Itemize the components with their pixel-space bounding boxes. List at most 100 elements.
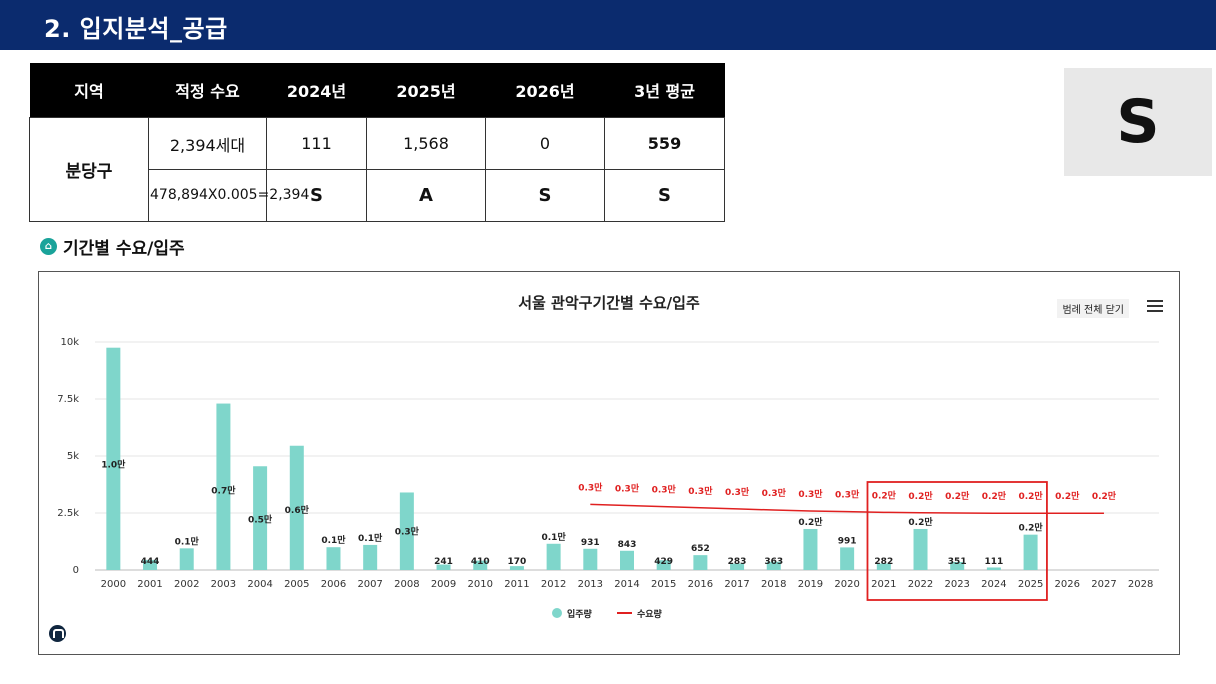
bar — [840, 547, 855, 570]
legend-supply-marker — [552, 608, 562, 618]
x-tick-label: 2018 — [761, 579, 786, 590]
bar — [546, 543, 561, 570]
x-tick-label: 2010 — [468, 579, 493, 590]
line-data-label: 0.3만 — [835, 489, 860, 501]
bar-data-label: 363 — [764, 557, 783, 567]
header-cell-2024: 2024년 — [266, 63, 367, 118]
line-data-label: 0.3만 — [688, 485, 713, 497]
line-data-label: 0.2만 — [908, 490, 933, 502]
x-tick-label: 2003 — [211, 579, 236, 590]
bar-data-label: 991 — [838, 536, 857, 546]
x-tick-label: 2021 — [871, 579, 896, 590]
x-tick-label: 2026 — [1055, 579, 1080, 590]
x-tick-label: 2016 — [688, 579, 713, 590]
x-tick-label: 2027 — [1091, 579, 1116, 590]
demand-cell: 2,394세대 — [148, 117, 267, 170]
x-tick-label: 2011 — [504, 579, 529, 590]
line-data-label: 0.2만 — [872, 489, 897, 501]
bar — [950, 561, 965, 570]
x-tick-label: 2009 — [431, 579, 456, 590]
bar — [913, 528, 928, 570]
section-title-text: 기간별 수요/입주 — [63, 239, 185, 259]
bar-data-label: 0.2만 — [798, 516, 823, 528]
line-data-label: 0.3만 — [725, 486, 750, 498]
bar — [803, 528, 818, 570]
y-tick-label: 7.5k — [57, 394, 79, 405]
logo-icon — [49, 625, 66, 642]
x-tick-label: 2005 — [284, 579, 309, 590]
overall-grade-badge: S — [1064, 68, 1212, 176]
table-row: 분당구 2,394세대 111 1,568 0 559 — [29, 117, 725, 222]
line-data-label: 0.3만 — [578, 481, 603, 493]
bar-data-label: 652 — [691, 544, 710, 554]
home-icon: ⌂ — [40, 238, 57, 255]
legend-demand-label: 수요량 — [637, 608, 663, 620]
bar — [620, 550, 634, 570]
header-cell-average: 3년 평균 — [604, 63, 725, 118]
bar — [766, 561, 781, 570]
y-tick-label: 0 — [73, 565, 79, 576]
bar — [583, 548, 598, 570]
table-row: 478,894X0.005=2,394 S A S S — [30, 169, 725, 222]
bar-data-label: 0.1만 — [175, 535, 200, 547]
x-tick-label: 2000 — [101, 579, 126, 590]
table-header-row: 지역 적정 수요 2024년 2025년 2026년 3년 평균 — [29, 63, 725, 118]
bar-data-label: 0.2만 — [908, 516, 933, 528]
bar — [693, 555, 708, 570]
x-tick-label: 2019 — [798, 579, 823, 590]
average-cell: 559 — [604, 117, 725, 170]
highlight-box — [866, 481, 1048, 601]
x-tick-label: 2025 — [1018, 579, 1043, 590]
menu-icon[interactable] — [1147, 300, 1163, 312]
y-tick-label: 5k — [67, 451, 79, 462]
bar — [106, 347, 121, 570]
bar-data-label: 282 — [874, 557, 893, 567]
bar-data-label: 0.3만 — [395, 525, 420, 537]
bar — [253, 466, 268, 570]
region-cell: 분당구 — [29, 117, 149, 222]
line-data-label: 0.2만 — [982, 490, 1007, 502]
bar — [730, 563, 745, 570]
supply-2026-cell: 0 — [485, 117, 605, 170]
legend-close-all-button[interactable]: 범례 전체 닫기 — [1057, 299, 1129, 318]
line-data-label: 0.2만 — [1018, 490, 1043, 502]
demand-line — [590, 503, 1104, 514]
bar — [656, 560, 671, 570]
y-tick-label: 10k — [60, 337, 79, 348]
bar — [399, 492, 414, 570]
bar — [473, 560, 488, 570]
bar-data-label: 351 — [948, 557, 967, 567]
bar — [216, 403, 231, 570]
line-data-label: 0.3만 — [615, 482, 640, 494]
formula-cell: 478,894X0.005=2,394 — [148, 169, 309, 222]
x-tick-label: 2023 — [944, 579, 969, 590]
header-bar: 2. 입지분석_공급 — [0, 0, 1216, 50]
x-tick-label: 2028 — [1128, 579, 1153, 590]
bar-data-label: 931 — [581, 538, 600, 548]
x-tick-label: 2001 — [137, 579, 162, 590]
bar-data-label: 0.5만 — [248, 513, 273, 525]
line-data-label: 0.2만 — [1055, 490, 1080, 502]
chart-panel: 0 2.5k 5k 7.5k 10k 1.0만 2000 444 2001 0.1만 2002 0.7… — [38, 271, 1180, 655]
bar-data-label: 429 — [654, 557, 673, 567]
bar-data-label: 444 — [141, 557, 160, 567]
x-tick-label: 2014 — [614, 579, 639, 590]
bar-data-label: 0.1만 — [321, 534, 346, 546]
supply-summary-table: 지역 적정 수요 2024년 2025년 2026년 3년 평균 분당구 2,3… — [29, 63, 725, 222]
header-cell-demand: 적정 수요 — [148, 63, 267, 118]
bar — [436, 564, 451, 570]
x-tick-label: 2012 — [541, 579, 566, 590]
x-tick-label: 2017 — [724, 579, 749, 590]
bar — [509, 566, 524, 570]
line-data-label: 0.2만 — [945, 490, 970, 502]
x-tick-label: 2007 — [357, 579, 382, 590]
bar-data-label: 0.6만 — [285, 504, 310, 516]
bar — [326, 547, 341, 570]
x-tick-label: 2008 — [394, 579, 419, 590]
grade-average-cell: S — [604, 169, 725, 222]
bar — [179, 548, 194, 570]
bar — [143, 559, 158, 570]
legend-supply-label: 입주량 — [567, 608, 593, 620]
header-cell-2025: 2025년 — [366, 63, 486, 118]
line-data-label: 0.3만 — [798, 488, 823, 500]
